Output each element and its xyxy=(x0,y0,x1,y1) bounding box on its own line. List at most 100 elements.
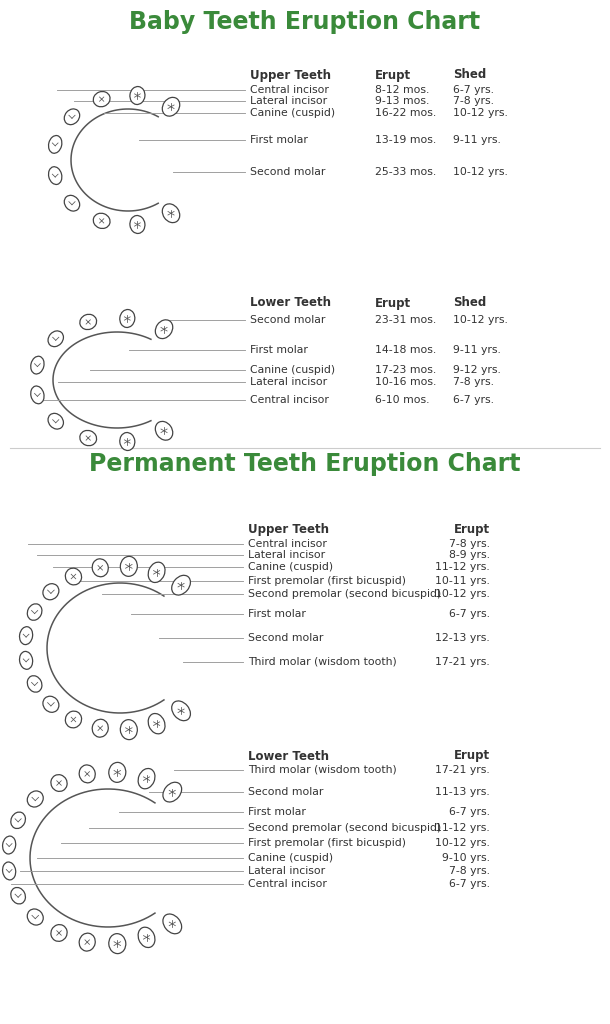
Ellipse shape xyxy=(109,763,126,782)
Text: Lower Teeth: Lower Teeth xyxy=(250,297,331,309)
Ellipse shape xyxy=(30,386,44,403)
Ellipse shape xyxy=(27,604,42,621)
Text: First molar: First molar xyxy=(250,135,308,145)
Text: 10-12 yrs.: 10-12 yrs. xyxy=(453,167,508,177)
Text: 10-11 yrs.: 10-11 yrs. xyxy=(435,575,490,586)
Text: Second molar: Second molar xyxy=(250,315,325,325)
Ellipse shape xyxy=(93,91,110,106)
Text: 9-12 yrs.: 9-12 yrs. xyxy=(453,365,501,375)
Ellipse shape xyxy=(92,559,109,577)
Text: 6-7 yrs.: 6-7 yrs. xyxy=(453,395,494,406)
Text: Lateral incisor: Lateral incisor xyxy=(250,96,327,106)
Text: 25-33 mos.: 25-33 mos. xyxy=(375,167,436,177)
Text: 10-12 yrs.: 10-12 yrs. xyxy=(435,589,490,599)
Ellipse shape xyxy=(2,862,16,880)
Text: 11-12 yrs.: 11-12 yrs. xyxy=(436,562,490,572)
Text: 9-10 yrs.: 9-10 yrs. xyxy=(442,853,490,863)
Ellipse shape xyxy=(79,933,95,951)
Text: First premolar (first bicuspid): First premolar (first bicuspid) xyxy=(248,575,406,586)
Text: 17-21 yrs.: 17-21 yrs. xyxy=(436,657,490,667)
Ellipse shape xyxy=(48,414,63,429)
Text: Second molar: Second molar xyxy=(248,633,323,643)
Ellipse shape xyxy=(43,584,59,600)
Ellipse shape xyxy=(92,719,109,737)
Text: Permanent Teeth Eruption Chart: Permanent Teeth Eruption Chart xyxy=(89,452,521,476)
Ellipse shape xyxy=(49,167,62,184)
Text: 7-8 yrs.: 7-8 yrs. xyxy=(449,866,490,876)
Ellipse shape xyxy=(130,215,145,233)
Ellipse shape xyxy=(171,701,190,721)
Ellipse shape xyxy=(120,556,137,577)
Ellipse shape xyxy=(48,331,63,347)
Ellipse shape xyxy=(27,791,43,807)
Ellipse shape xyxy=(80,314,96,330)
Ellipse shape xyxy=(138,927,155,947)
Text: First molar: First molar xyxy=(248,609,306,618)
Ellipse shape xyxy=(138,768,155,788)
Text: 7-8 yrs.: 7-8 yrs. xyxy=(453,377,494,387)
Text: 11-13 yrs.: 11-13 yrs. xyxy=(436,787,490,797)
Text: First premolar (first bicuspid): First premolar (first bicuspid) xyxy=(248,838,406,848)
Text: Second premolar (second bicuspid): Second premolar (second bicuspid) xyxy=(248,823,441,833)
Ellipse shape xyxy=(64,196,80,211)
Text: 16-22 mos.: 16-22 mos. xyxy=(375,108,436,118)
Text: 9-11 yrs.: 9-11 yrs. xyxy=(453,135,501,145)
Text: Upper Teeth: Upper Teeth xyxy=(250,69,331,82)
Text: Canine (cuspid): Canine (cuspid) xyxy=(250,108,335,118)
Ellipse shape xyxy=(162,97,180,116)
Text: Erupt: Erupt xyxy=(454,750,490,763)
Ellipse shape xyxy=(171,575,190,595)
Text: Shed: Shed xyxy=(453,69,486,82)
Text: Erupt: Erupt xyxy=(375,69,411,82)
Text: Second molar: Second molar xyxy=(250,167,325,177)
Text: 6-7 yrs.: 6-7 yrs. xyxy=(449,807,490,817)
Ellipse shape xyxy=(27,909,43,925)
Text: Second molar: Second molar xyxy=(248,787,323,797)
Ellipse shape xyxy=(11,812,26,828)
Ellipse shape xyxy=(43,696,59,713)
Text: 17-23 mos.: 17-23 mos. xyxy=(375,365,436,375)
Text: 8-12 mos.: 8-12 mos. xyxy=(375,85,429,95)
Ellipse shape xyxy=(163,782,182,802)
Text: 11-12 yrs.: 11-12 yrs. xyxy=(436,823,490,833)
Ellipse shape xyxy=(79,765,95,782)
Ellipse shape xyxy=(11,888,26,904)
Text: Erupt: Erupt xyxy=(375,297,411,309)
Ellipse shape xyxy=(120,309,135,328)
Text: First molar: First molar xyxy=(248,807,306,817)
Ellipse shape xyxy=(93,213,110,228)
Text: 10-12 yrs.: 10-12 yrs. xyxy=(453,315,508,325)
Ellipse shape xyxy=(20,651,33,670)
Text: Upper Teeth: Upper Teeth xyxy=(248,523,329,537)
Text: Shed: Shed xyxy=(453,297,486,309)
Text: Central incisor: Central incisor xyxy=(250,395,329,406)
Ellipse shape xyxy=(156,319,173,339)
Ellipse shape xyxy=(109,934,126,953)
Text: 10-12 yrs.: 10-12 yrs. xyxy=(453,108,508,118)
Text: 8-9 yrs.: 8-9 yrs. xyxy=(449,550,490,560)
Text: 23-31 mos.: 23-31 mos. xyxy=(375,315,436,325)
Text: Canine (cuspid): Canine (cuspid) xyxy=(250,365,335,375)
Text: 7-8 yrs.: 7-8 yrs. xyxy=(453,96,494,106)
Ellipse shape xyxy=(65,568,82,585)
Text: 6-7 yrs.: 6-7 yrs. xyxy=(453,85,494,95)
Ellipse shape xyxy=(163,914,182,934)
Ellipse shape xyxy=(130,87,145,104)
Text: Central incisor: Central incisor xyxy=(248,879,327,889)
Text: 10-12 yrs.: 10-12 yrs. xyxy=(435,838,490,848)
Text: Canine (cuspid): Canine (cuspid) xyxy=(248,853,333,863)
Text: Third molar (wisdom tooth): Third molar (wisdom tooth) xyxy=(248,765,396,775)
Ellipse shape xyxy=(148,562,165,583)
Text: Baby Teeth Eruption Chart: Baby Teeth Eruption Chart xyxy=(129,10,481,34)
Text: 10-16 mos.: 10-16 mos. xyxy=(375,377,436,387)
Ellipse shape xyxy=(27,676,42,692)
Ellipse shape xyxy=(49,135,62,154)
Ellipse shape xyxy=(65,711,82,728)
Text: Central incisor: Central incisor xyxy=(248,539,327,549)
Text: 9-13 mos.: 9-13 mos. xyxy=(375,96,429,106)
Text: Lower Teeth: Lower Teeth xyxy=(248,750,329,763)
Ellipse shape xyxy=(51,774,67,792)
Text: Erupt: Erupt xyxy=(454,523,490,537)
Ellipse shape xyxy=(156,422,173,440)
Ellipse shape xyxy=(20,627,33,644)
